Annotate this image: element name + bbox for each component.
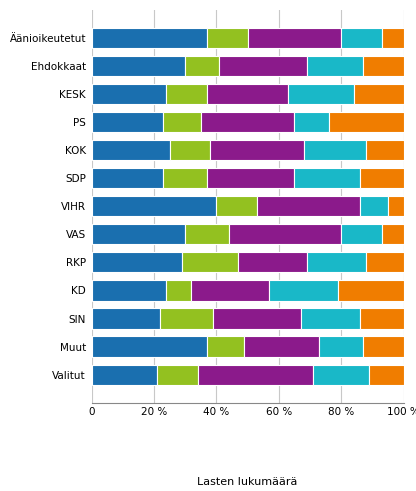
Bar (92, 364, 157, 385)
Bar (92, 84, 166, 104)
Bar (163, 168, 207, 188)
Bar (288, 84, 354, 104)
Bar (210, 140, 304, 160)
Bar (92, 168, 163, 188)
Bar (295, 168, 360, 188)
Bar (207, 336, 245, 356)
Bar (229, 224, 341, 245)
Bar (382, 224, 404, 245)
Bar (307, 56, 363, 76)
Bar (213, 308, 300, 328)
Bar (363, 56, 404, 76)
Bar (157, 364, 198, 385)
Bar (207, 168, 295, 188)
Bar (366, 252, 404, 273)
Bar (92, 280, 166, 300)
Bar (92, 308, 160, 328)
Bar (319, 336, 363, 356)
Bar (313, 364, 369, 385)
Bar (216, 196, 257, 217)
Bar (354, 84, 404, 104)
Bar (185, 56, 220, 76)
Bar (170, 140, 210, 160)
Bar (341, 224, 382, 245)
Bar (369, 364, 404, 385)
Bar (295, 112, 329, 132)
Bar (198, 364, 313, 385)
Bar (329, 112, 404, 132)
Bar (245, 336, 319, 356)
Bar (382, 27, 404, 48)
Bar (270, 280, 338, 300)
Bar (220, 56, 307, 76)
Bar (92, 140, 170, 160)
Bar (207, 27, 248, 48)
Bar (92, 224, 185, 245)
Bar (182, 252, 238, 273)
Legend: 0, 1, 2, 3, 4+: 0, 1, 2, 3, 4+ (140, 474, 355, 491)
Bar (257, 196, 360, 217)
Bar (366, 140, 404, 160)
Bar (388, 196, 404, 217)
Bar (304, 140, 366, 160)
Bar (92, 27, 207, 48)
Bar (160, 308, 213, 328)
Bar (248, 27, 341, 48)
Bar (201, 112, 295, 132)
Bar (238, 252, 307, 273)
Bar (341, 27, 382, 48)
Bar (360, 196, 388, 217)
Bar (363, 336, 404, 356)
Bar (191, 280, 270, 300)
Bar (300, 308, 360, 328)
Bar (92, 196, 216, 217)
Bar (92, 336, 207, 356)
Bar (338, 280, 404, 300)
Bar (92, 56, 185, 76)
Bar (207, 84, 288, 104)
Bar (185, 224, 229, 245)
Bar (360, 168, 404, 188)
Bar (163, 112, 201, 132)
Bar (92, 112, 163, 132)
Bar (92, 252, 182, 273)
Bar (166, 84, 207, 104)
Bar (360, 308, 404, 328)
Bar (307, 252, 366, 273)
Bar (166, 280, 191, 300)
